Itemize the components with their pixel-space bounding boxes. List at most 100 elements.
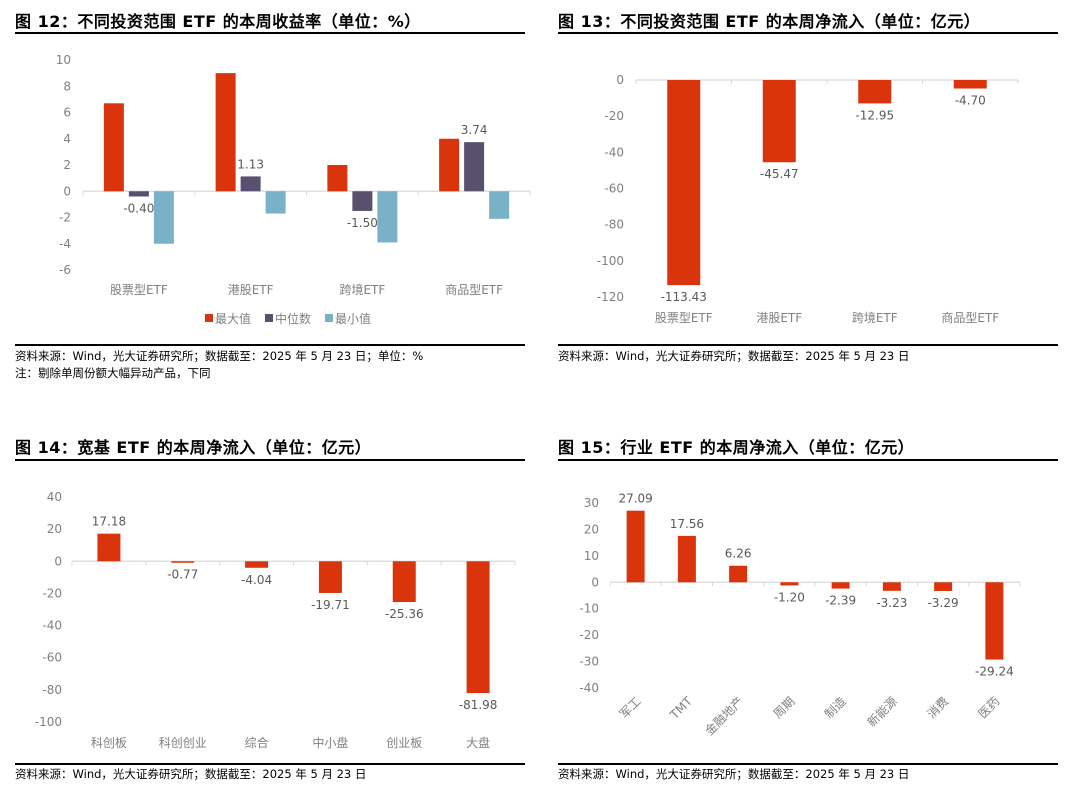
bar bbox=[215, 73, 236, 192]
y-tick-label: 20 bbox=[584, 522, 599, 536]
data-label: -45.47 bbox=[760, 167, 799, 181]
data-label: -81.98 bbox=[459, 698, 498, 712]
figure-14-title: 图 14：宽基 ETF 的本周净流入（单位：亿元） bbox=[15, 438, 372, 457]
y-tick-label: 30 bbox=[584, 496, 599, 510]
y-tick-label: -100 bbox=[597, 254, 624, 268]
data-label: -0.77 bbox=[167, 568, 198, 582]
x-category-label: 跨境ETF bbox=[852, 310, 898, 325]
bar bbox=[245, 561, 269, 568]
data-label: 1.13 bbox=[237, 157, 264, 171]
y-tick-label: -2 bbox=[59, 211, 71, 225]
bar bbox=[667, 80, 701, 286]
bar bbox=[762, 80, 796, 163]
legend: 最大值 中位数 最小值 bbox=[205, 311, 371, 326]
bar bbox=[464, 142, 485, 192]
bar bbox=[985, 582, 1004, 660]
data-label: -2.39 bbox=[825, 594, 856, 608]
figure-14-chart: 40 20 0 -20 -40 -60 -80 -100 17.18 科创板 -0.77 科创创业 -4… bbox=[35, 490, 516, 750]
data-label: -0.40 bbox=[123, 202, 154, 216]
bar bbox=[103, 103, 124, 192]
x-category-label: TMT bbox=[667, 694, 696, 723]
figure-15: 图 15：行业 ETF 的本周净流入（单位：亿元） 30 20 10 0 -10 -20 -… bbox=[558, 432, 1068, 798]
legend-label: 中位数 bbox=[275, 311, 311, 326]
y-tick-label: -100 bbox=[35, 715, 62, 729]
x-category-label: 金融地产 bbox=[702, 694, 747, 739]
figure-12-bottom-rule bbox=[15, 344, 525, 346]
y-tick-label: 0 bbox=[616, 73, 624, 87]
bar bbox=[377, 191, 398, 243]
bar bbox=[677, 535, 696, 583]
bar bbox=[882, 582, 901, 591]
y-tick-label: -80 bbox=[42, 683, 62, 697]
data-label: -3.29 bbox=[928, 596, 959, 610]
y-tick-label: -80 bbox=[604, 218, 624, 232]
y-tick-label: 10 bbox=[584, 549, 599, 563]
bar bbox=[392, 561, 416, 603]
data-label: 17.56 bbox=[670, 517, 704, 531]
x-category-label: 中小盘 bbox=[312, 735, 348, 750]
x-category-label: 制造 bbox=[822, 694, 849, 721]
x-category-label: 港股ETF bbox=[756, 311, 802, 325]
figure-14: 图 14：宽基 ETF 的本周净流入（单位：亿元） 40 20 0 -20 -40 -60… bbox=[15, 432, 525, 798]
y-tick-label: -120 bbox=[597, 290, 624, 304]
y-tick-label: -4 bbox=[59, 237, 71, 251]
data-label: -3.23 bbox=[876, 596, 907, 610]
bar bbox=[780, 582, 799, 586]
y-tick-label: -20 bbox=[579, 628, 599, 642]
bar bbox=[953, 80, 987, 89]
x-category-label: 跨境ETF bbox=[339, 282, 385, 297]
y-tick-label: -60 bbox=[42, 651, 62, 665]
bar bbox=[466, 561, 490, 694]
figure-12-top-rule bbox=[15, 32, 525, 34]
data-label: -29.24 bbox=[975, 665, 1014, 679]
bar bbox=[265, 191, 286, 214]
x-category-label: 科创板 bbox=[91, 736, 127, 750]
bar bbox=[352, 191, 373, 211]
bar bbox=[831, 582, 850, 589]
y-tick-label: -20 bbox=[42, 586, 62, 600]
x-category-label: 军工 bbox=[617, 694, 644, 721]
legend-swatch bbox=[205, 314, 213, 322]
bar bbox=[489, 191, 510, 219]
y-tick-label: -40 bbox=[604, 145, 624, 159]
x-category-label: 消费 bbox=[924, 694, 951, 721]
bar bbox=[318, 561, 342, 593]
bar bbox=[240, 176, 261, 192]
y-tick-label: 0 bbox=[63, 184, 71, 198]
data-label: -4.04 bbox=[241, 573, 272, 587]
bar bbox=[858, 80, 892, 104]
data-label: 17.18 bbox=[92, 515, 126, 529]
y-tick-label: 4 bbox=[63, 132, 71, 146]
figure-13-chart: 0 -20 -40 -60 -80 -100 -120 -113.43 股票型ETF -45.47… bbox=[597, 73, 1019, 325]
bar bbox=[171, 561, 195, 563]
figure-14-bottom-rule bbox=[15, 763, 525, 765]
figure-15-bottom-rule bbox=[558, 763, 1058, 765]
x-category-label: 周期 bbox=[771, 694, 798, 721]
y-tick-label: -10 bbox=[579, 602, 599, 616]
bar bbox=[626, 510, 645, 583]
y-tick-label: -6 bbox=[59, 263, 71, 277]
bar bbox=[934, 582, 953, 591]
y-tick-label: 10 bbox=[56, 53, 71, 67]
figure-13-title: 图 13：不同投资范围 ETF 的本周净流入（单位：亿元） bbox=[558, 12, 981, 31]
y-tick-label: 0 bbox=[54, 554, 62, 568]
x-category-label: 新能源 bbox=[864, 694, 900, 730]
data-label: -19.71 bbox=[311, 598, 350, 612]
figure-12-title: 图 12：不同投资范围 ETF 的本周收益率（单位：%） bbox=[15, 12, 421, 31]
bar bbox=[729, 565, 748, 583]
y-tick-label: -60 bbox=[604, 182, 624, 196]
x-category-label: 大盘 bbox=[466, 735, 490, 750]
figure-12-source: 资料来源：Wind，光大证券研究所；数据截至：2025 年 5 月 23 日；单… bbox=[15, 349, 424, 363]
data-label: -1.50 bbox=[347, 216, 378, 230]
x-category-label: 综合 bbox=[245, 735, 269, 750]
figure-15-title: 图 15：行业 ETF 的本周净流入（单位：亿元） bbox=[558, 438, 915, 457]
data-label: -4.70 bbox=[955, 93, 986, 107]
figure-12: 图 12：不同投资范围 ETF 的本周收益率（单位：%） 10 8 6 4 2 0 -2 -4… bbox=[15, 6, 531, 386]
y-tick-label: 0 bbox=[591, 575, 599, 589]
data-label: 27.09 bbox=[618, 492, 652, 506]
bar bbox=[97, 533, 121, 562]
y-tick-label: -40 bbox=[579, 681, 599, 695]
figure-15-source: 资料来源：Wind，光大证券研究所；数据截至：2025 年 5 月 23 日 bbox=[558, 767, 910, 781]
y-tick-label: -20 bbox=[604, 109, 624, 123]
y-tick-label: -30 bbox=[579, 655, 599, 669]
